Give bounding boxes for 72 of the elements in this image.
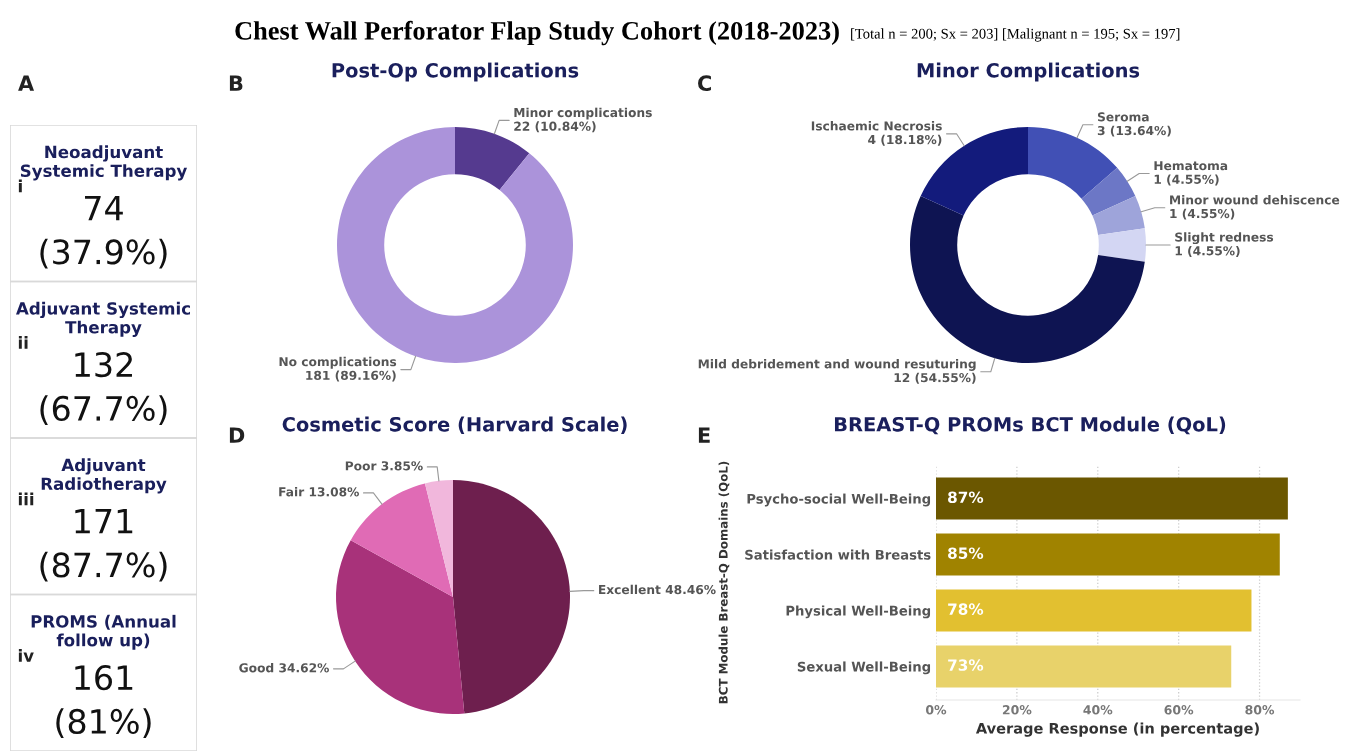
text: (37.9%)	[40, 238, 167, 269]
x-tick-label: 40%	[1083, 705, 1113, 715]
slice-label: Good 34.62%	[239, 662, 329, 673]
text: C	[698, 75, 711, 92]
text: A	[18, 75, 35, 91]
text: (81%)	[56, 708, 151, 738]
x-tick-label: 80%	[1245, 705, 1275, 715]
x-tick-label: 20%	[1002, 705, 1032, 715]
text: E	[698, 427, 710, 443]
donut-slice	[1098, 228, 1146, 262]
chart-title: Post-Op Complications	[332, 62, 579, 82]
slice-label: Excellent 48.46%	[599, 584, 716, 595]
text: iv	[18, 649, 34, 662]
slice-label: Fair 13.08%	[279, 486, 359, 497]
data-label: 22 (10.84%)	[514, 121, 596, 133]
pie-slice	[336, 540, 465, 714]
y-tick-label: Physical Well-Being	[786, 605, 931, 619]
bar	[936, 589, 1252, 632]
data-label: 12 (54.55%)	[894, 372, 976, 384]
text: (87.7%)	[40, 551, 167, 582]
text: ii	[18, 336, 28, 349]
slice-label: Minor complications	[514, 107, 652, 120]
data-label: 1 (4.55%)	[1154, 174, 1219, 186]
bar	[936, 645, 1232, 688]
data-label: 78%	[948, 603, 984, 615]
slice-label: Minor wound dehiscence	[1170, 195, 1340, 205]
x-tick-label: 0%	[925, 705, 947, 715]
slice-label: Ischaemic Necrosis	[811, 121, 942, 131]
pie-slice	[424, 480, 453, 597]
chart-title: Minor Complications	[917, 62, 1140, 82]
text: Neoadjuvant Systemic Therapy	[20, 145, 188, 181]
text: 161	[75, 665, 133, 691]
text: 74	[85, 195, 123, 221]
data-label: 1 (4.55%)	[1175, 245, 1240, 257]
data-label: 1 (4.55%)	[1170, 208, 1235, 220]
slice-label: Slight redness	[1175, 232, 1274, 245]
data-label: 85%	[948, 547, 984, 559]
y-tick-label: Satisfaction with Breasts	[745, 549, 931, 560]
slice-label: No complications	[279, 356, 397, 369]
text: 132	[75, 352, 132, 378]
pie-slice	[453, 480, 570, 714]
text: PROMS (Annual follow up)	[31, 614, 176, 650]
bar	[936, 533, 1280, 576]
data-label: 3 (13.64%)	[1097, 125, 1171, 137]
text: i	[18, 179, 22, 193]
y-axis-title: BCT Module Breast-Q Domains (QoL)	[718, 461, 730, 704]
text: [Total n = 200; Sx = 203] [Malignant n = 195; Sx = 197]	[851, 28, 1180, 42]
data-label: 181 (89.16%)	[306, 370, 396, 382]
x-tick-label: 60%	[1164, 705, 1194, 715]
slice-label: Hematoma	[1154, 161, 1228, 171]
y-tick-label: Sexual Well-Being	[797, 661, 931, 675]
text: D	[229, 427, 245, 443]
chart-title: BREAST-Q PROMs BCT Module (QoL)	[834, 416, 1226, 435]
y-tick-label: Psycho-social Well-Being	[747, 493, 931, 507]
slice-label: Seroma	[1097, 112, 1149, 122]
slice-label: Poor 3.85%	[345, 461, 423, 471]
data-label: 87%	[948, 491, 984, 503]
slice-label: Mild debridement and wound resuturing	[698, 359, 976, 371]
data-label: 73%	[948, 659, 984, 671]
chart-title: Cosmetic Score (Harvard Scale)	[282, 416, 627, 434]
bar	[936, 477, 1288, 520]
text: Adjuvant Radiotherapy	[41, 458, 167, 494]
text: (67.7%)	[40, 395, 167, 425]
donut-slice	[1092, 195, 1145, 235]
x-axis-title: Average Response (in percentage)	[975, 722, 1259, 737]
text: B	[229, 75, 243, 91]
text: Chest Wall Perforator Flap Study Cohort (2018-2023)	[235, 20, 839, 46]
data-label: 4 (18.18%)	[868, 134, 942, 146]
text: Adjuvant Systemic Therapy	[16, 301, 190, 337]
text: 171	[75, 508, 133, 534]
donut-slice	[1081, 167, 1136, 216]
text: iii	[18, 492, 34, 506]
